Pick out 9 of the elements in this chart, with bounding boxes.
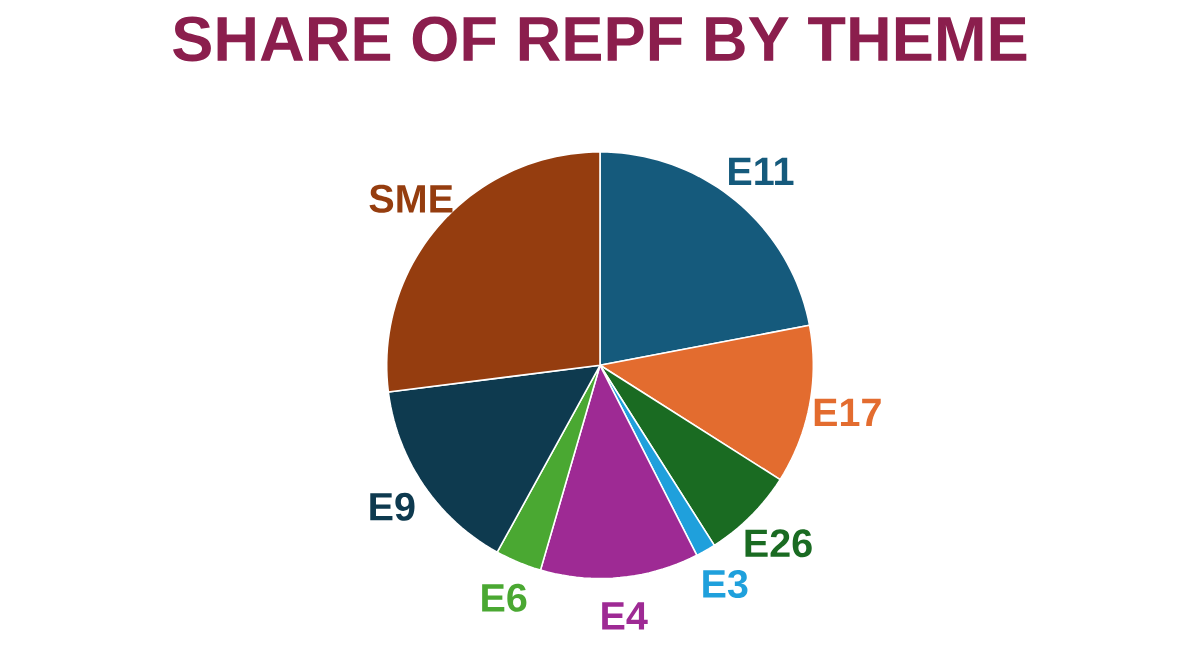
slice-label: E3 <box>703 570 748 599</box>
slice-label: SME <box>369 184 453 213</box>
slice-label: E9 <box>370 492 415 521</box>
slice-label: E26 <box>745 529 812 558</box>
slice-label: E17 <box>814 398 881 427</box>
slice-label: E4 <box>602 602 648 630</box>
slice-label: E6 <box>482 583 527 612</box>
slice-label: E11 <box>729 157 794 186</box>
chart-title: SHARE OF REPF BY THEME <box>173 16 1027 62</box>
